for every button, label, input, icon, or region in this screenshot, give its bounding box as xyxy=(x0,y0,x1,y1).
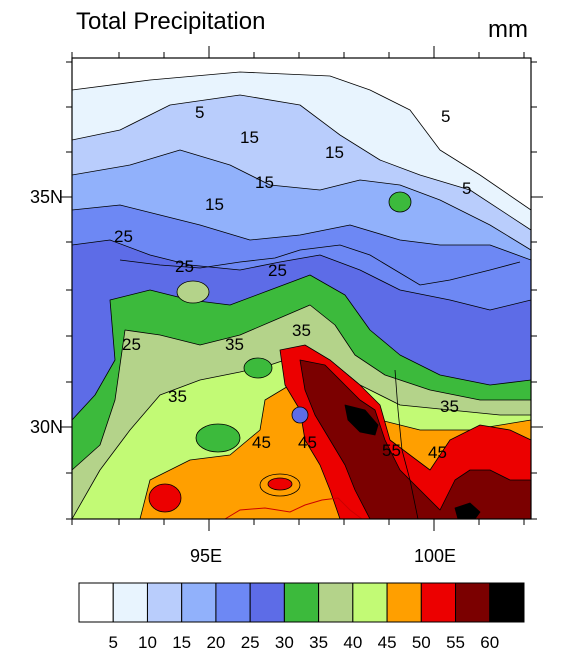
contour-label: 25 xyxy=(114,227,133,246)
map-frame xyxy=(71,57,532,520)
legend-label: 35 xyxy=(309,633,328,652)
contour-label: 15 xyxy=(255,173,274,192)
legend-label: 30 xyxy=(275,633,294,652)
title: Total Precipitation xyxy=(76,8,266,35)
lon-label-100e: 100E xyxy=(414,546,457,566)
region-55-60 xyxy=(299,359,531,519)
legend-swatch xyxy=(283,582,320,623)
contour-label: 45 xyxy=(252,433,271,452)
contour-label: 5 xyxy=(195,103,204,122)
legend-label: 10 xyxy=(138,633,157,652)
legend-swatch xyxy=(386,582,422,623)
units-label: mm xyxy=(488,16,528,43)
lon-label-95e: 95E xyxy=(190,546,223,566)
province-boundary xyxy=(224,497,363,520)
lat-label-30n: 30N xyxy=(30,417,64,437)
legend-label: 5 xyxy=(108,633,117,652)
lat-label-35n: 35N xyxy=(30,187,64,207)
legend-label: 60 xyxy=(480,633,499,652)
legend-swatch xyxy=(318,582,354,623)
region-over-60 xyxy=(344,404,379,436)
contour-label: 15 xyxy=(205,195,224,214)
legend-label: 40 xyxy=(343,633,362,652)
legend-swatch xyxy=(146,582,183,623)
legend-swatch xyxy=(249,582,285,623)
legend-swatch xyxy=(112,582,148,623)
legend-label: 25 xyxy=(241,633,260,652)
region-30-35 xyxy=(388,191,412,213)
political-boundary xyxy=(119,244,521,520)
contour-label: 45 xyxy=(298,433,317,452)
legend-label: 55 xyxy=(446,633,465,652)
legend-label: 15 xyxy=(172,633,191,652)
contour-label: 45 xyxy=(428,443,447,462)
legend-swatch xyxy=(215,582,251,623)
region-35-40 xyxy=(176,280,210,304)
contour-label: 35 xyxy=(440,397,459,416)
legend-label: 20 xyxy=(206,633,225,652)
legend-swatch xyxy=(489,582,525,623)
region-over-60 xyxy=(454,502,481,519)
contour-label: 35 xyxy=(292,321,311,340)
legend-label: 50 xyxy=(412,633,431,652)
legend-swatch xyxy=(420,582,457,623)
region-50-55 xyxy=(148,483,182,513)
region-30-35 xyxy=(243,357,273,379)
contour-label: 5 xyxy=(441,107,450,126)
legend-label: 45 xyxy=(378,633,397,652)
legend-swatch xyxy=(181,582,217,623)
region-25-30 xyxy=(291,406,309,424)
contour-label: 55 xyxy=(382,441,401,460)
contour-label: 15 xyxy=(240,128,259,147)
contour-label: 25 xyxy=(268,261,287,280)
legend-swatch xyxy=(352,582,388,623)
legend-swatch xyxy=(455,582,491,623)
contour-label: 35 xyxy=(168,387,187,406)
contour-label: 35 xyxy=(225,335,244,354)
contour-label: 5 xyxy=(462,179,471,198)
region-30-35 xyxy=(195,423,241,453)
contour-label: 15 xyxy=(325,143,344,162)
contour-label: 25 xyxy=(122,335,141,354)
contour-label: 25 xyxy=(175,257,194,276)
region-50-55 xyxy=(267,477,293,491)
legend-swatch xyxy=(78,582,114,623)
